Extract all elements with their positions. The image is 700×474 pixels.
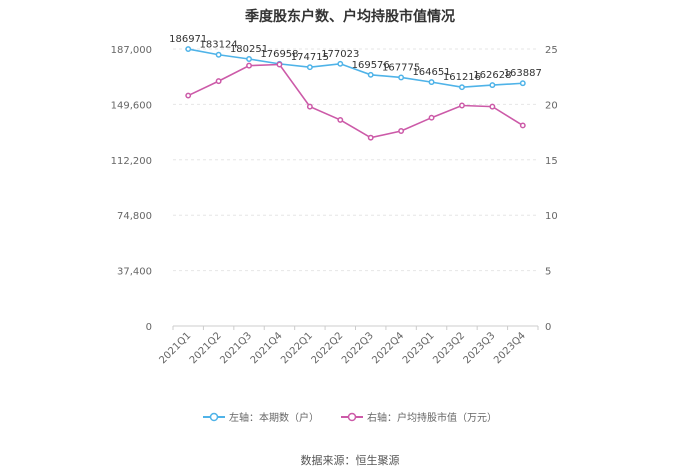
x-tick-label: 2021Q1 bbox=[157, 330, 193, 366]
x-tick-label: 2023Q2 bbox=[431, 330, 467, 366]
legend-item-left[interactable]: 左轴：本期数（户） bbox=[203, 409, 319, 424]
data-label: 164651 bbox=[412, 67, 450, 78]
legend-swatch-right bbox=[341, 412, 363, 421]
data-label: 174715 bbox=[291, 52, 329, 63]
data-point bbox=[306, 103, 313, 110]
series-line-1 bbox=[188, 48, 523, 88]
x-tick-label: 2021Q4 bbox=[249, 330, 285, 366]
data-point bbox=[246, 56, 252, 62]
data-point bbox=[367, 71, 374, 78]
data-point bbox=[459, 84, 465, 91]
right-tick-label: 5 bbox=[545, 267, 551, 278]
legend-label-right: 右轴：户均持股市值（万元） bbox=[367, 413, 497, 424]
series-line-2 bbox=[187, 63, 524, 139]
x-tick-label: 2022Q2 bbox=[310, 330, 346, 366]
left-tick-label: 74,800 bbox=[117, 211, 152, 222]
data-point bbox=[337, 116, 344, 123]
data-label: 167775 bbox=[382, 62, 420, 73]
legend-item-right[interactable]: 右轴：户均持股市值（万元） bbox=[341, 409, 497, 424]
source-note: 数据来源：恒生聚源 bbox=[300, 454, 400, 467]
data-point bbox=[246, 62, 252, 69]
data-point bbox=[428, 79, 435, 86]
data-label: 169576 bbox=[352, 60, 390, 71]
data-point bbox=[519, 122, 526, 129]
data-label: 180251 bbox=[230, 44, 268, 55]
left-tick-label: 37,400 bbox=[117, 267, 152, 278]
data-point bbox=[367, 134, 374, 141]
data-label: 162628 bbox=[473, 70, 511, 81]
data-point bbox=[519, 80, 526, 87]
right-axis-ticks: 0 5 10 15 20 25 bbox=[545, 45, 558, 333]
legend-swatch-left bbox=[203, 412, 225, 421]
right-tick-label: 15 bbox=[545, 156, 558, 167]
data-label: 161216 bbox=[443, 72, 481, 83]
data-point bbox=[459, 102, 465, 109]
data-point bbox=[185, 92, 192, 99]
x-axis-ticks: 2021Q12021Q22021Q32021Q42022Q12022Q22022… bbox=[157, 326, 539, 366]
x-tick-label: 2022Q3 bbox=[340, 330, 376, 366]
left-tick-label: 0 bbox=[146, 322, 152, 333]
data-point bbox=[215, 78, 222, 85]
chart-legend: 左轴：本期数（户） 右轴：户均持股市值（万元） bbox=[0, 409, 700, 424]
x-tick-label: 2022Q4 bbox=[370, 330, 406, 366]
series-lines bbox=[185, 46, 526, 141]
data-point bbox=[306, 64, 313, 71]
grid-lines bbox=[173, 48, 538, 327]
data-point bbox=[337, 60, 344, 67]
data-label: 183124 bbox=[200, 40, 238, 51]
left-axis-ticks: 0 37,400 74,800 112,200 149,600 187,000 bbox=[111, 45, 152, 333]
data-point bbox=[215, 51, 222, 58]
data-labels: 1869711831241802511769581747151770231695… bbox=[169, 34, 542, 83]
left-tick-label: 149,600 bbox=[111, 100, 152, 111]
data-point bbox=[489, 103, 496, 110]
left-tick-label: 187,000 bbox=[111, 45, 152, 56]
x-tick-label: 2023Q4 bbox=[492, 330, 528, 366]
legend-label-left: 左轴：本期数（户） bbox=[229, 413, 319, 424]
data-point bbox=[185, 46, 192, 52]
x-tick-label: 2021Q2 bbox=[188, 330, 224, 366]
x-tick-label: 2023Q1 bbox=[401, 330, 437, 366]
chart-title: 季度股东户数、户均持股市值情况 bbox=[245, 9, 455, 25]
data-label: 163887 bbox=[504, 68, 542, 79]
data-point bbox=[276, 61, 283, 68]
x-tick-label: 2021Q3 bbox=[218, 330, 254, 366]
data-label: 186971 bbox=[169, 34, 207, 45]
data-point bbox=[398, 74, 405, 81]
data-point bbox=[398, 128, 405, 134]
x-tick-label: 2022Q1 bbox=[279, 330, 315, 366]
data-point bbox=[489, 82, 496, 89]
data-point bbox=[428, 114, 435, 121]
x-tick-label: 2023Q3 bbox=[462, 330, 498, 366]
right-tick-label: 25 bbox=[545, 45, 558, 56]
left-tick-label: 112,200 bbox=[111, 156, 152, 167]
data-label: 176958 bbox=[260, 49, 298, 60]
data-label: 177023 bbox=[321, 49, 359, 60]
right-tick-label: 20 bbox=[545, 100, 558, 111]
right-tick-label: 10 bbox=[545, 211, 558, 222]
right-tick-label: 0 bbox=[545, 322, 551, 333]
